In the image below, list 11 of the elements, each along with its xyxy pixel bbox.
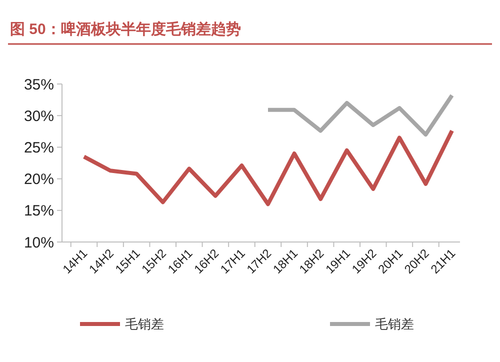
line-series [266, 93, 454, 137]
chart-title: 图 50：啤酒板块半年度毛销差趋势 [10, 20, 241, 38]
y-tick-label: 25% [24, 139, 54, 156]
y-tick-label: 10% [24, 234, 54, 252]
legend-label: 毛销差 [375, 316, 414, 332]
y-tick-label: 35% [24, 76, 54, 94]
line-series [82, 128, 454, 206]
y-tick-label: 30% [24, 108, 54, 125]
y-tick-label: 15% [24, 202, 54, 220]
y-tick-label: 20% [24, 171, 54, 188]
legend-label: 毛销差 [125, 316, 164, 332]
